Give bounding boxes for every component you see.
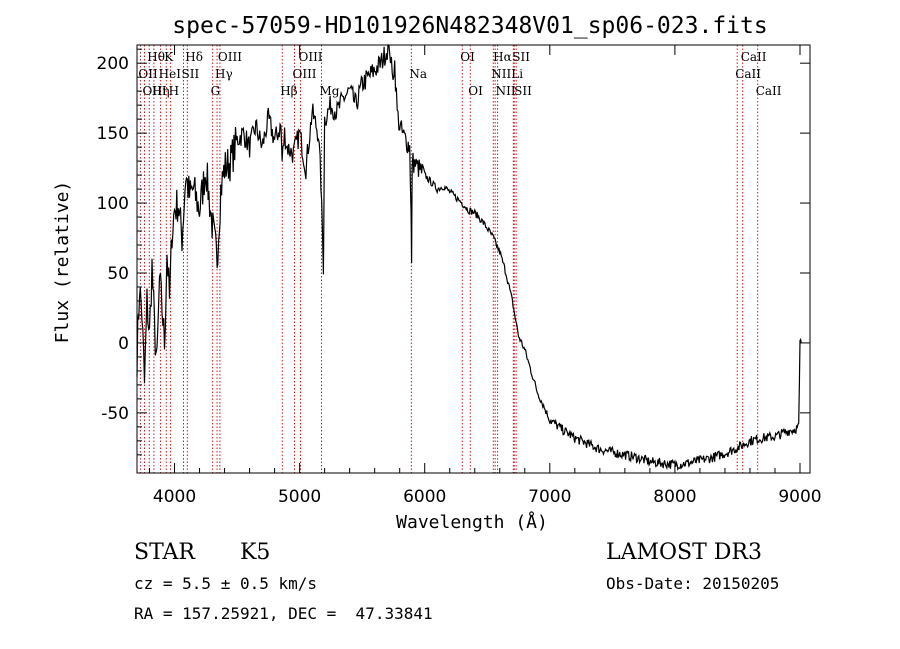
y-tick-label: 100 <box>97 194 129 214</box>
x-tick-label: 5000 <box>278 487 321 507</box>
y-tick-label: 200 <box>97 54 129 74</box>
spectral-line-label: OIII <box>298 50 322 64</box>
x-tick-label: 6000 <box>403 487 446 507</box>
spectral-line-label: CaII <box>756 84 782 98</box>
obs-date: Obs-Date: 20150205 <box>606 574 780 593</box>
spectral-line-label: OIII <box>143 84 167 98</box>
y-tick-label: 0 <box>118 334 129 354</box>
spectral-line-label: Hα <box>493 50 512 64</box>
spectral-line-label: H <box>169 84 179 98</box>
x-tick-label: 7000 <box>528 487 571 507</box>
spectrum-series-line <box>136 44 802 471</box>
spectral-line-label: OIII <box>292 67 316 81</box>
object-class: STAR <box>134 540 195 565</box>
spectral-line-label: NII <box>496 84 516 98</box>
y-tick-label: 50 <box>107 264 129 284</box>
spectral-line-label: Hγ <box>215 67 233 81</box>
object-subclass: K5 <box>240 540 271 565</box>
spectral-line-label: OIII <box>218 50 242 64</box>
x-axis-ticks: 4000 5000 6000 7000 8000 9000 <box>149 45 822 507</box>
redshift-cz: cz = 5.5 ± 0.5 km/s <box>134 574 318 593</box>
plot-frame <box>136 44 811 474</box>
spectral-line-label: Na <box>409 67 427 81</box>
x-tick-label: 4000 <box>153 487 196 507</box>
survey-name: LAMOST DR3 <box>606 540 762 565</box>
spectral-line-label: G <box>211 84 221 98</box>
spectral-line-label: Hβ <box>280 84 297 98</box>
ra-dec: RA = 157.25921, DEC = 47.33841 <box>134 604 433 623</box>
spectral-line-label: SII <box>514 84 532 98</box>
spectral-line-label: NII <box>491 67 511 81</box>
chart-title: spec-57059-HD101926N482348V01_sp06-023.f… <box>172 13 767 39</box>
spectral-line-label: K <box>164 50 174 64</box>
spectral-line-label: CaII <box>735 67 761 81</box>
spectral-line-markers <box>139 45 759 473</box>
x-tick-label: 8000 <box>653 487 696 507</box>
spectral-line-label: OI <box>468 84 483 98</box>
spectral-line-label: Mg <box>320 84 340 98</box>
y-axis-ticks: -50 0 50 100 150 200 <box>97 48 810 456</box>
spectral-line-label: Hδ <box>185 50 203 64</box>
spectral-line-label: OI <box>460 50 475 64</box>
spectral-line-label: Li <box>511 67 523 81</box>
spectral-line-label: Hθ <box>147 50 165 64</box>
spectral-line-label: OII <box>138 67 158 81</box>
spectral-line-label: HeI <box>159 67 182 81</box>
spectral-line-label: SII <box>182 67 200 81</box>
spectral-line-label: SII <box>512 50 530 64</box>
spectral-line-label: CaII <box>741 50 767 64</box>
x-axis-label: Wavelength (Å) <box>396 511 548 533</box>
y-tick-label: 150 <box>97 124 129 144</box>
y-tick-label: -50 <box>101 404 129 424</box>
y-axis-label: Flux (relative) <box>52 181 73 344</box>
spectral-line-label: Hη <box>152 84 170 98</box>
x-tick-label: 9000 <box>778 487 821 507</box>
